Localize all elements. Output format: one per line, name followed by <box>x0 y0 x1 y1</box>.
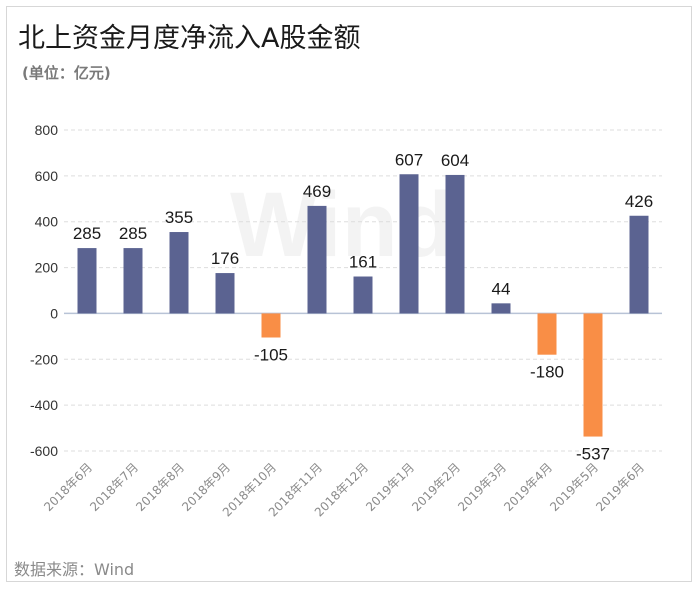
data-label: 604 <box>441 151 469 170</box>
bar <box>353 276 373 314</box>
bar <box>629 215 649 314</box>
y-tick-label: 600 <box>35 168 59 184</box>
y-tick-label: 200 <box>35 260 59 276</box>
y-tick-label: -600 <box>30 443 58 459</box>
bar <box>123 248 143 314</box>
y-axis-ticks: -600 -400 -200 0 200 400 600 800 <box>30 122 58 459</box>
data-label: 469 <box>303 182 331 201</box>
data-label: 426 <box>625 192 653 211</box>
bar <box>445 174 465 314</box>
y-tick-label: 400 <box>35 214 59 230</box>
data-label: -105 <box>254 346 288 365</box>
data-label: -537 <box>576 445 610 464</box>
x-tick-label: 2018年8月 <box>133 460 187 514</box>
value-labels: 285 285 355 176 -105 469 161 607 604 44 -180 -537 42… <box>73 150 653 463</box>
bar <box>491 303 511 314</box>
bar <box>583 313 603 437</box>
bar <box>261 313 281 338</box>
x-tick-label: 2019年1月 <box>363 460 417 514</box>
watermark-text: Wind <box>230 174 454 276</box>
bar <box>215 273 235 314</box>
x-tick-label: 2019年3月 <box>455 460 509 514</box>
bar <box>537 313 557 355</box>
x-tick-label: 2019年6月 <box>593 460 647 514</box>
y-tick-label: -200 <box>30 351 58 367</box>
data-label: 285 <box>73 224 101 243</box>
data-label: 607 <box>395 150 423 169</box>
bar <box>169 232 189 314</box>
x-tick-label: 2019年4月 <box>501 460 555 514</box>
x-axis-labels: 2018年6月2018年7月2018年8月2018年9月2018年10月2018… <box>41 460 647 519</box>
data-label: 44 <box>492 279 511 298</box>
chart-title: 北上资金月度净流入A股金额 <box>18 23 361 54</box>
bars <box>77 174 649 437</box>
bar <box>77 248 97 314</box>
x-tick-label: 2018年7月 <box>87 460 141 514</box>
data-label: -180 <box>530 363 564 382</box>
y-tick-label: 0 <box>50 305 58 321</box>
bar <box>399 174 419 314</box>
data-label: 176 <box>211 249 239 268</box>
chart-unit-subtitle: (单位：亿元) <box>22 64 111 82</box>
data-label: 355 <box>165 208 193 227</box>
x-tick-label: 2018年6月 <box>41 460 95 514</box>
y-tick-label: 800 <box>35 122 59 138</box>
data-label: 285 <box>119 224 147 243</box>
bar <box>307 205 327 314</box>
data-source-note: 数据来源：Wind <box>14 560 135 579</box>
y-tick-label: -400 <box>30 397 58 413</box>
x-tick-label: 2019年5月 <box>547 460 601 514</box>
grid-lines <box>64 129 662 452</box>
chart-frame <box>6 6 692 582</box>
x-tick-label: 2019年2月 <box>409 460 463 514</box>
data-label: 161 <box>349 253 377 272</box>
